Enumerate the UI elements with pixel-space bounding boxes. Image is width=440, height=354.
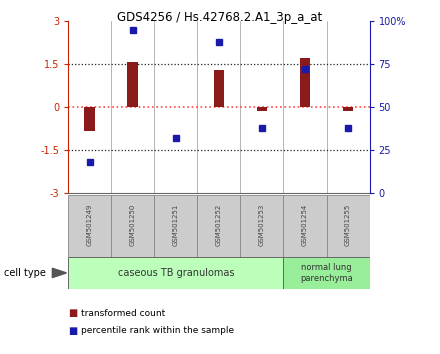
Text: normal lung
parenchyma: normal lung parenchyma <box>300 263 353 282</box>
Text: GSM501253: GSM501253 <box>259 203 265 246</box>
Bar <box>326 195 370 257</box>
Bar <box>300 58 310 107</box>
Bar <box>128 62 138 107</box>
Text: GSM501251: GSM501251 <box>173 203 179 246</box>
Bar <box>213 70 224 107</box>
Bar <box>154 195 198 257</box>
Polygon shape <box>52 268 66 278</box>
Text: GSM501249: GSM501249 <box>87 203 93 246</box>
Bar <box>257 107 268 110</box>
Bar <box>111 195 154 257</box>
Bar <box>240 195 283 257</box>
Text: transformed count: transformed count <box>81 309 165 318</box>
Bar <box>198 195 240 257</box>
Text: GSM501252: GSM501252 <box>216 203 222 246</box>
Text: GDS4256 / Hs.42768.2.A1_3p_a_at: GDS4256 / Hs.42768.2.A1_3p_a_at <box>117 11 323 24</box>
Text: GSM501254: GSM501254 <box>302 203 308 246</box>
Bar <box>84 107 95 131</box>
Text: ■: ■ <box>68 326 77 336</box>
Text: cell type: cell type <box>4 268 46 278</box>
Bar <box>283 195 326 257</box>
Bar <box>343 107 353 112</box>
Text: GSM501255: GSM501255 <box>345 203 351 246</box>
Bar <box>68 257 283 289</box>
Text: ■: ■ <box>68 308 77 318</box>
Text: GSM501250: GSM501250 <box>130 203 136 246</box>
Bar <box>283 257 370 289</box>
Bar <box>68 195 111 257</box>
Text: percentile rank within the sample: percentile rank within the sample <box>81 326 235 336</box>
Text: caseous TB granulomas: caseous TB granulomas <box>117 268 234 278</box>
